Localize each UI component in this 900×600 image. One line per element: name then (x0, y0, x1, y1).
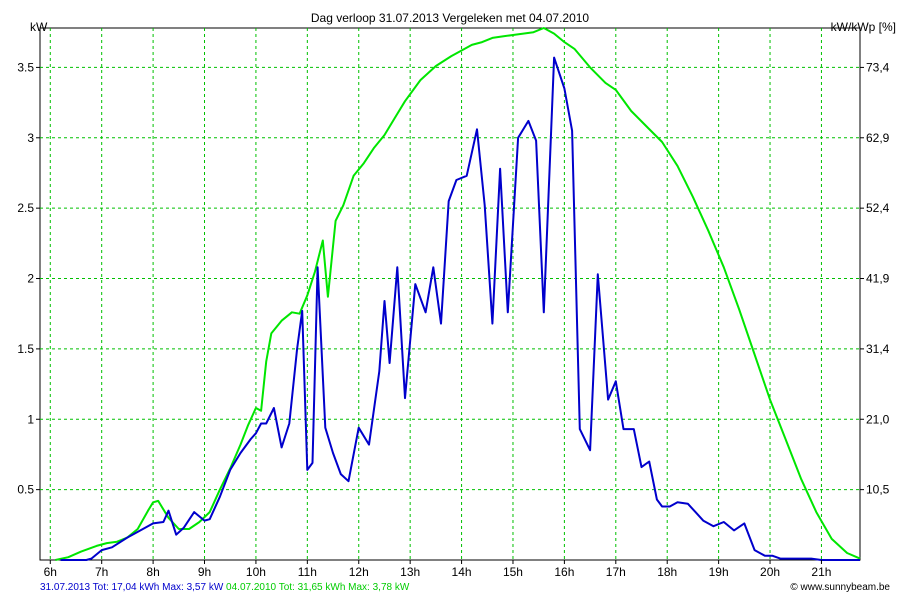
x-tick-label: 14h (452, 565, 472, 579)
y-right-tick-label: 31,4 (866, 342, 890, 356)
legend-series-2: 04.07.2010 Tot: 31,65 kWh Max: 3,78 kW (223, 582, 410, 593)
y-right-tick-label: 41,9 (866, 272, 890, 286)
x-tick-label: 17h (606, 565, 626, 579)
x-tick-label: 16h (554, 565, 574, 579)
x-axis-ticks: 6h 7h 8h 9h 10h 11h 12h 13h 14h 15h 16h 17h 18h 19h 20… (44, 560, 831, 579)
y-left-tick-label: 3 (27, 131, 34, 145)
plot-frame (39, 27, 861, 561)
x-tick-label: 8h (146, 565, 159, 579)
y-left-tick-label: 3.5 (17, 60, 34, 74)
series-line-31-07-2013 (60, 56, 860, 561)
x-tick-label: 11h (298, 565, 317, 579)
y-right-tick-label: 21,0 (866, 412, 890, 426)
x-tick-label: 15h (503, 565, 523, 579)
y-axis-left-label: kW (30, 20, 48, 34)
series-layer (55, 27, 861, 561)
x-tick-label: 19h (709, 565, 729, 579)
grid (40, 28, 860, 560)
x-tick-label: 7h (95, 565, 108, 579)
y-right-tick-label: 10,5 (866, 483, 890, 497)
credit-text: © www.sunnybeam.be (790, 582, 890, 593)
y-left-tick-label: 1 (27, 412, 34, 426)
x-tick-label: 9h (198, 565, 211, 579)
legend-footer: 31.07.2013 Tot: 17,04 kWh Max: 3,57 kW 0… (40, 582, 409, 593)
x-tick-label: 20h (760, 565, 780, 579)
y-right-tick-label: 73,4 (866, 60, 890, 74)
x-tick-label: 12h (349, 565, 369, 579)
x-tick-label: 10h (246, 565, 266, 579)
x-tick-label: 13h (400, 565, 420, 579)
y-axis-left-ticks: 0.5 1 1.5 2 2.5 3 3.5 (17, 60, 40, 497)
y-axis-right-ticks: 10,5 21,0 31,4 41,9 52,4 62,9 73,4 (860, 60, 890, 497)
series-line-04-07-2010 (55, 27, 861, 561)
y-left-tick-label: 0.5 (17, 483, 34, 497)
x-tick-label: 6h (44, 565, 57, 579)
y-right-tick-label: 52,4 (866, 201, 890, 215)
y-left-tick-label: 2.5 (17, 201, 34, 215)
x-tick-label: 18h (657, 565, 677, 579)
legend-series-1: 31.07.2013 Tot: 17,04 kWh Max: 3,57 kW (40, 582, 224, 593)
chart-title: Dag verloop 31.07.2013 Vergeleken met 04… (311, 11, 590, 25)
y-axis-right-label: kW/kWp [%] (831, 20, 896, 34)
y-left-tick-label: 1.5 (17, 342, 34, 356)
y-left-tick-label: 2 (27, 272, 34, 286)
x-tick-label: 21h (811, 565, 831, 579)
y-right-tick-label: 62,9 (866, 131, 890, 145)
